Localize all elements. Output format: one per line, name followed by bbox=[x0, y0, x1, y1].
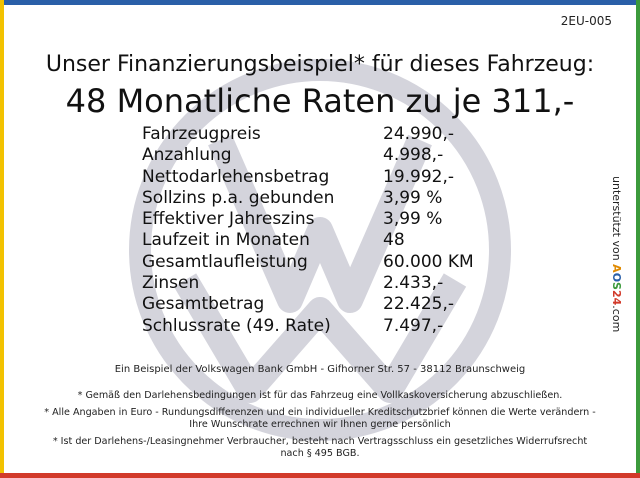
headline: Unser Finanzierungsbeispiel* für dieses … bbox=[45, 52, 595, 77]
sponsor-prefix: unterstützt von bbox=[610, 176, 623, 265]
row-value: 7.497,- bbox=[383, 315, 444, 336]
sponsor-vertical-label: unterstützt von AOS24.com bbox=[610, 176, 633, 356]
row-label: Effektiver Jahreszins bbox=[142, 209, 315, 230]
row-value: 4.998,- bbox=[383, 145, 444, 166]
top-border bbox=[0, 0, 640, 5]
row-label: Gesamtlaufleistung bbox=[142, 251, 308, 272]
footnote: * Alle Angaben in Euro - Rundungsdiffere… bbox=[44, 406, 596, 431]
sponsor-logo-o: O bbox=[610, 272, 623, 283]
row-label: Anzahlung bbox=[142, 145, 232, 166]
sponsor-logo-24: 24 bbox=[610, 289, 623, 306]
footnote: * Gemäß den Darlehensbedingungen ist für… bbox=[77, 390, 563, 401]
row-value: 22.425,- bbox=[383, 294, 455, 315]
sponsor-logo-s: S bbox=[610, 282, 623, 290]
sponsor-suffix: .com bbox=[610, 305, 623, 333]
row-value: 60.000 KM bbox=[383, 251, 474, 272]
footnotes: * Gemäß den Darlehensbedingungen ist für… bbox=[40, 390, 600, 465]
row-value: 2.433,- bbox=[383, 273, 444, 294]
monthly-rate-title: 48 Monatliche Raten zu je 311,- bbox=[65, 82, 575, 120]
row-value: 19.992,- bbox=[383, 166, 455, 187]
row-label: Nettodarlehensbetrag bbox=[142, 166, 330, 187]
row-value: 3,99 % bbox=[383, 187, 443, 208]
row-label: Fahrzeugpreis bbox=[142, 124, 261, 144]
vw-logo-watermark-icon bbox=[129, 59, 511, 441]
left-border bbox=[0, 0, 4, 478]
row-label: Schlussrate (49. Rate) bbox=[142, 315, 331, 336]
bank-line: Ein Beispiel der Volkswagen Bank GmbH - … bbox=[114, 364, 526, 375]
row-label: Sollzins p.a. gebunden bbox=[142, 187, 335, 208]
row-value: 48 bbox=[383, 230, 405, 251]
sponsor-logo-a: A bbox=[610, 264, 623, 273]
row-value: 24.990,- bbox=[383, 124, 455, 144]
bottom-border bbox=[0, 473, 640, 478]
row-label: Zinsen bbox=[142, 273, 200, 294]
row-value: 3,99 % bbox=[383, 209, 443, 230]
footnote: * Ist der Darlehens-/Leasingnehmer Verbr… bbox=[52, 435, 588, 460]
right-border bbox=[636, 0, 640, 478]
sponsor-text: unterstützt von AOS24.com bbox=[610, 176, 623, 332]
row-label: Laufzeit in Monaten bbox=[142, 230, 310, 251]
row-label: Gesamtbetrag bbox=[142, 294, 265, 315]
reference-code: 2EU-005 bbox=[560, 14, 612, 28]
